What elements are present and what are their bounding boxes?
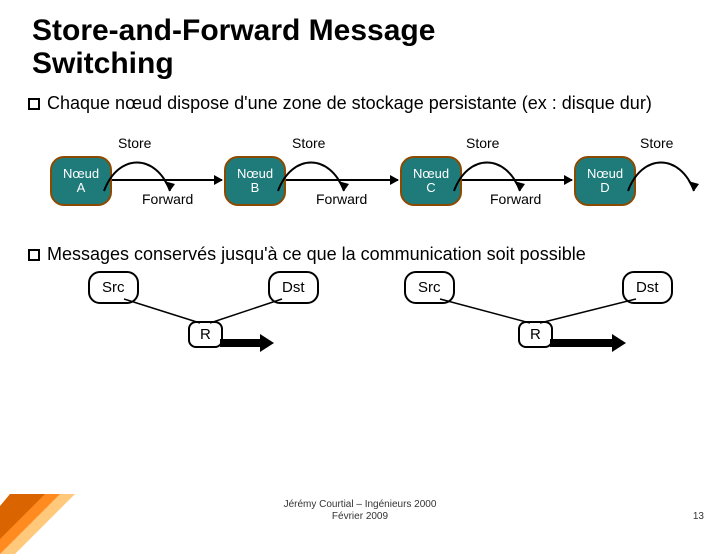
forward-label: Forward bbox=[142, 191, 193, 207]
page-title: Store-and-Forward Message Switching bbox=[0, 0, 720, 84]
bullet-icon bbox=[28, 249, 40, 261]
bullet-2-text: Messages conservés jusqu'à ce que la com… bbox=[47, 244, 586, 264]
link-line bbox=[28, 271, 688, 381]
forward-arrow bbox=[112, 179, 222, 181]
bullet-1: Chaque nœud dispose d'une zone de stocka… bbox=[0, 84, 720, 115]
store-label: Store bbox=[292, 135, 325, 151]
store-label: Store bbox=[466, 135, 499, 151]
page-number: 13 bbox=[693, 511, 704, 522]
accent-decoration bbox=[0, 494, 100, 554]
title-line-1: Store-and-Forward Message bbox=[32, 14, 435, 47]
footer-line-2: Février 2009 bbox=[332, 511, 388, 522]
forward-label: Forward bbox=[490, 191, 541, 207]
bullet-icon bbox=[28, 98, 40, 110]
store-label: Store bbox=[640, 135, 673, 151]
store-label: Store bbox=[118, 135, 151, 151]
node-chain-diagram: NœudANœudBNœudCNœudDStoreStoreStoreStore… bbox=[28, 121, 688, 231]
forward-arrow bbox=[286, 179, 398, 181]
footer: Jérémy Courtial – Ingénieurs 2000 Févrie… bbox=[0, 499, 720, 522]
title-line-2: Switching bbox=[32, 47, 174, 80]
footer-line-1: Jérémy Courtial – Ingénieurs 2000 bbox=[284, 499, 437, 510]
bullet-2: Messages conservés jusqu'à ce que la com… bbox=[0, 235, 720, 266]
src-dst-diagram: SrcSrcDstDstRR bbox=[28, 271, 688, 381]
forward-label: Forward bbox=[316, 191, 367, 207]
bullet-1-text: Chaque nœud dispose d'une zone de stocka… bbox=[47, 93, 652, 113]
forward-arrow bbox=[462, 179, 572, 181]
